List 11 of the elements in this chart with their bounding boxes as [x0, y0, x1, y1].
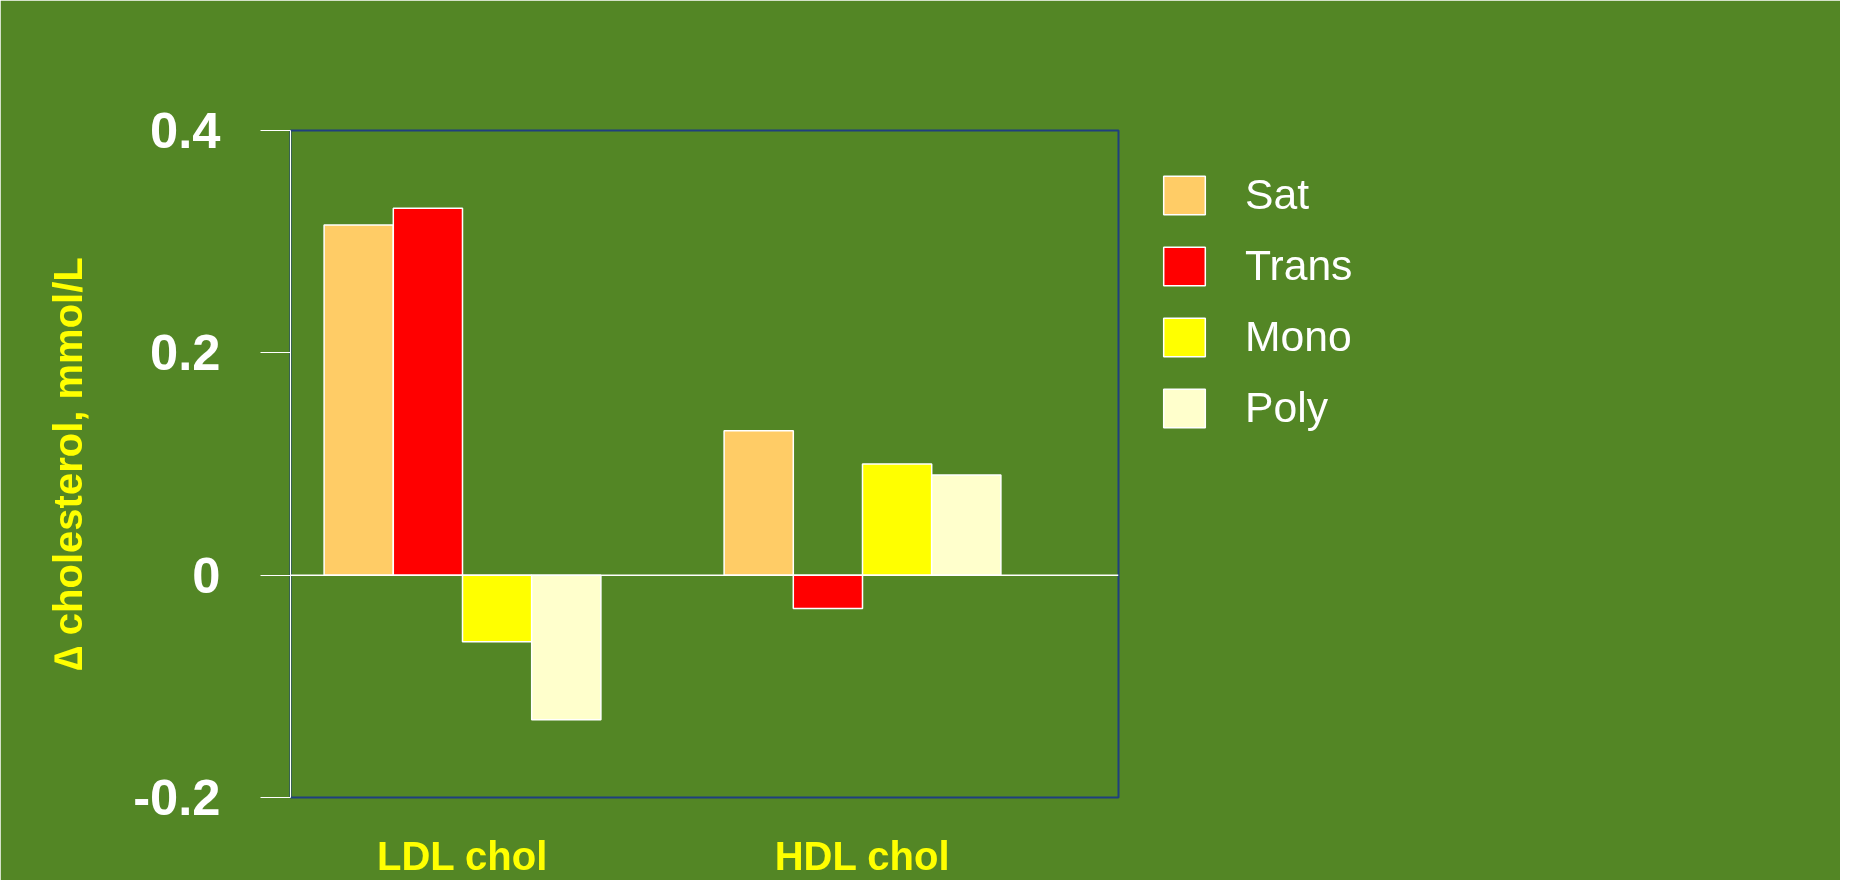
y-tick-label: 0.4 — [150, 102, 221, 159]
y-tick-label: 0.2 — [150, 324, 221, 382]
legend-label: Trans — [1245, 241, 1353, 290]
y-tick-label: -0.2 — [133, 769, 221, 826]
legend-label: Sat — [1245, 170, 1310, 219]
y-tick-label: 0 — [192, 546, 221, 604]
x-tick-label: HDL chol — [774, 833, 950, 878]
legend-label: Poly — [1245, 383, 1328, 432]
y-axis-title: ∆ cholesterol, mmol/L — [46, 257, 91, 671]
x-tick-label: LDL chol — [376, 833, 548, 878]
legend-label: Mono — [1245, 312, 1352, 361]
